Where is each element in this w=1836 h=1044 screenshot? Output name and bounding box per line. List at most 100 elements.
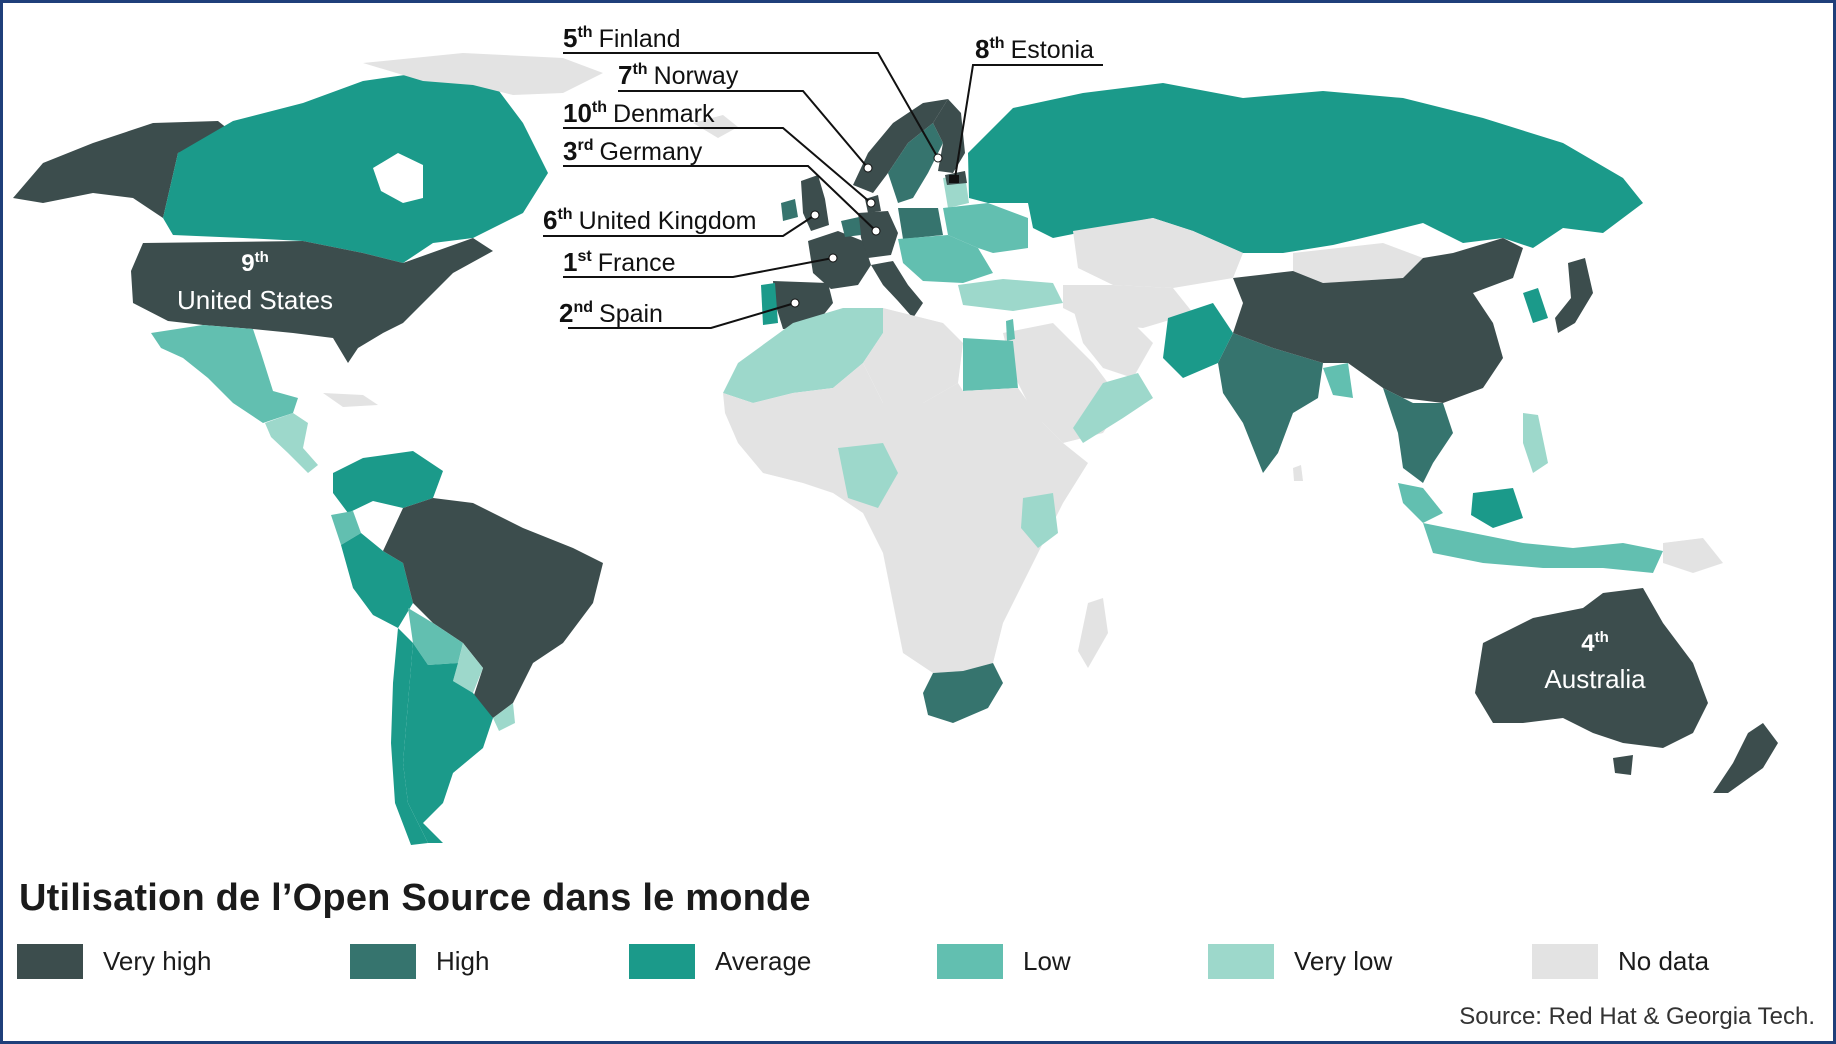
russia-region (968, 83, 1643, 253)
kazakhstan-region (1073, 218, 1243, 288)
korea-region (1523, 288, 1548, 323)
callout-france: 1st France (563, 247, 676, 277)
nepal-bangladesh-region (1323, 363, 1353, 398)
new-zealand-region (1713, 723, 1778, 793)
dot-estonia (949, 175, 959, 183)
leader-finland (563, 52, 939, 159)
legend-label: No data (1618, 945, 1710, 976)
paraguay-region (453, 643, 483, 693)
svg-text:4th: 4th (1581, 629, 1609, 657)
iceland-region (693, 115, 738, 138)
leader-germany (563, 165, 877, 232)
world-map: 5th Finland 7th Norway 10th Denmark 3rd Germ… (13, 23, 1778, 845)
tasmania-region (1613, 755, 1633, 775)
ecuador-region (331, 511, 361, 545)
north-africa-region (863, 308, 963, 403)
callout-lines (543, 52, 1103, 329)
argentina-region (403, 643, 493, 843)
alaska-region (13, 121, 233, 218)
pakistan-region (1163, 303, 1233, 378)
canada-region (163, 71, 548, 263)
chile-region (391, 628, 428, 845)
map-title: Utilisation de l’Open Source dans le mon… (19, 877, 811, 919)
legend-swatch (350, 943, 416, 979)
dot-norway (863, 163, 873, 173)
callout-finland: 5th Finland (563, 23, 681, 53)
dot-spain (790, 298, 800, 308)
southeast-asia-region (1383, 388, 1453, 483)
source-note: Source: Red Hat & Georgia Tech. (1459, 1003, 1815, 1030)
belarus-ukraine-region (943, 203, 1028, 253)
venezuela-colombia-region (333, 451, 443, 513)
legend-label: High (436, 945, 490, 976)
ireland-region (781, 199, 798, 221)
dot-france (828, 253, 838, 263)
egypt-region (963, 338, 1018, 391)
uruguay-region (493, 703, 515, 731)
usa-region (131, 238, 493, 363)
dot-uk (810, 210, 820, 220)
sri-lanka-region (1293, 465, 1303, 481)
madagascar-region (1078, 598, 1108, 668)
leader-denmark (563, 127, 872, 204)
legend-item-average: Average (629, 943, 811, 979)
nigeria-region (838, 443, 898, 508)
israel-region (1006, 319, 1015, 341)
portugal-region (761, 283, 778, 325)
leader-estonia (954, 64, 1103, 179)
south-africa-region (923, 663, 1003, 723)
callout-uk: 6th United Kingdom (543, 205, 756, 235)
legend-label: Average (715, 945, 812, 976)
france-region (808, 231, 871, 289)
eastern-europe-region (898, 235, 993, 283)
iran-region (1073, 308, 1153, 378)
leader-norway (618, 90, 869, 169)
callout-denmark: 10th Denmark (563, 98, 715, 128)
legend-label: Low (1023, 945, 1071, 976)
label-united-states: 9th United States (177, 249, 333, 315)
legend-item-very-high: Very high (17, 943, 211, 979)
philippines-region (1523, 413, 1548, 473)
indonesia-region (1423, 523, 1663, 573)
turkey-region (958, 279, 1063, 311)
bolivia-region (408, 608, 463, 665)
legend-label: Very low (1294, 945, 1393, 976)
kenya-region (1021, 493, 1058, 548)
peru-region (341, 533, 413, 628)
label-australia: 4th Australia (1544, 629, 1646, 694)
uk-region (801, 175, 829, 231)
maghreb-region (723, 308, 883, 403)
legend-swatch (17, 943, 83, 979)
mongolia-region (1293, 243, 1423, 283)
legend-item-high: High (350, 943, 489, 979)
callout-norway: 7th Norway (618, 60, 739, 90)
dot-finland (933, 153, 943, 163)
legend: Very high High Average Low Very low No d… (3, 943, 1833, 983)
china-region (1233, 238, 1523, 403)
legend-item-low: Low (937, 943, 1071, 979)
central-america-region (265, 413, 318, 473)
gulf-states-region (1073, 373, 1153, 443)
leader-uk (543, 214, 816, 237)
legend-item-no-data: No data (1532, 943, 1709, 979)
australia-region (1475, 588, 1708, 748)
italy-region (871, 261, 923, 318)
dot-denmark (866, 198, 876, 208)
india-region (1218, 333, 1323, 473)
leader-france (563, 257, 834, 278)
callout-dots (790, 153, 943, 308)
legend-label: Very high (103, 945, 212, 976)
west-africa-region (723, 363, 1088, 673)
callout-germany: 3rd Germany (563, 136, 703, 166)
legend-item-very-low: Very low (1208, 943, 1392, 979)
callout-spain: 2nd Spain (559, 298, 663, 328)
papua-region (1663, 538, 1723, 573)
